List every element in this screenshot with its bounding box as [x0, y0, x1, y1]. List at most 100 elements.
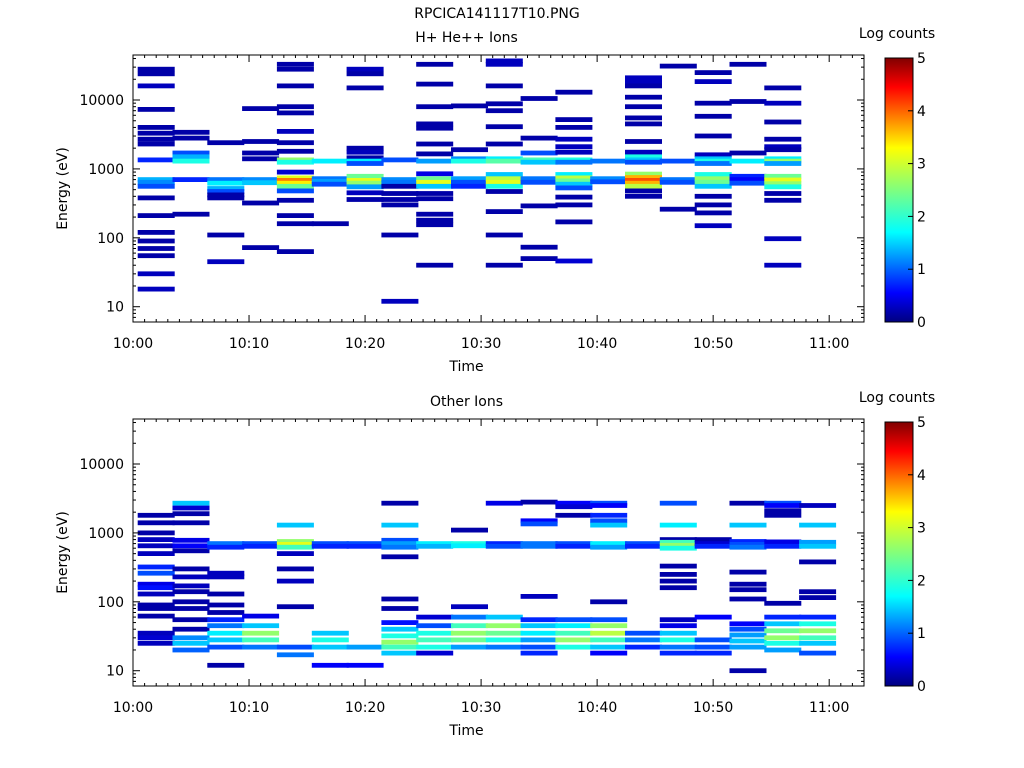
panel2-cell: [346, 662, 384, 668]
panel2-cell: [729, 569, 767, 575]
panel2-cell: [276, 604, 314, 610]
panel1-cell: [137, 125, 175, 130]
panel2-cell: [590, 544, 628, 550]
panel1-cell: [137, 107, 175, 112]
panel1-y-tick-label: 1000: [88, 162, 124, 178]
panel1-cell: [555, 144, 593, 150]
panel2-cell: [659, 542, 697, 548]
panel1-cell: [485, 209, 523, 214]
panel2-cell: [799, 543, 837, 549]
panel1-cell: [764, 147, 802, 153]
panel2-cell: [485, 630, 523, 636]
panel2-cell: [590, 599, 628, 605]
panel2-cell: [799, 614, 837, 620]
panel1-cell: [764, 262, 802, 268]
panel2-cell: [207, 662, 245, 668]
panel2-cell: [137, 640, 175, 646]
panel1-cell: [416, 191, 454, 196]
panel1-cell: [416, 211, 454, 217]
panel2-cell: [311, 541, 349, 546]
panel1-cell: [276, 66, 314, 72]
panel1-cell: [207, 189, 245, 194]
panel1-cell: [555, 89, 593, 95]
panel2-cell: [555, 543, 593, 549]
panel2-cell: [799, 539, 837, 545]
panel2-cell: [659, 650, 697, 656]
panel2-colorbar-tick-label: 5: [917, 415, 926, 431]
panel2-colorbar-gradient: [884, 421, 914, 687]
panel2-cell: [381, 626, 419, 632]
panel1-cell: [729, 173, 767, 179]
panel1-cell: [381, 232, 419, 238]
panel2-cell: [520, 630, 558, 636]
panel1-cell: [137, 66, 175, 72]
panel2-colorbar-tick-label: 3: [917, 521, 926, 537]
panel2-cell: [590, 637, 628, 643]
panel1-cell: [555, 258, 593, 264]
panel2-cell: [451, 637, 488, 643]
panel1-cell: [207, 232, 245, 238]
panel1-title: H+ He++ Ions: [415, 30, 518, 46]
panel1-cell: [451, 176, 488, 182]
panel1-cell: [764, 136, 802, 142]
panel2-cell: [137, 564, 175, 570]
panel1-cell: [694, 172, 732, 177]
panel2-cell: [729, 542, 767, 547]
panel1-cell: [764, 161, 802, 166]
panel2-cell: [137, 537, 175, 542]
panel2-cell: [416, 637, 454, 643]
panel2-x-tick-label: 10:20: [345, 700, 385, 716]
panel1-cell: [485, 141, 523, 147]
panel2-cell: [137, 606, 175, 611]
panel1-cell: [381, 183, 419, 189]
panel2-cell: [729, 638, 767, 644]
panel2-cell: [311, 662, 349, 668]
panel2-cell: [694, 541, 732, 546]
panel1-cell: [137, 195, 175, 201]
panel2-cell: [729, 500, 767, 506]
panel2-cell: [485, 623, 523, 629]
panel2-x-tick-label: 10:30: [461, 700, 501, 716]
panel2-cell: [172, 635, 210, 641]
panel2-x-tick-label: 11:00: [809, 700, 849, 716]
panel2-cell: [764, 512, 802, 518]
panel1-cell: [555, 136, 593, 142]
panel1-cell: [311, 221, 349, 227]
panel1-cell: [555, 178, 593, 184]
panel1-cell: [346, 155, 384, 161]
panel1-x-tick-label: 10:40: [577, 336, 617, 352]
panel2-cell: [416, 541, 454, 546]
panel2-cell: [172, 543, 210, 549]
panel2-colorbar-tick-label: 4: [917, 468, 926, 484]
panel2-cell: [416, 543, 454, 549]
panel1-cell: [555, 185, 593, 191]
panel2-cell: [451, 604, 488, 610]
panel1-cell: [137, 286, 175, 292]
panel2-cell: [520, 543, 558, 549]
panel1-colorbar-tick-label: 2: [917, 209, 926, 225]
panel2-cell: [799, 559, 837, 565]
panel1-cell: [276, 129, 314, 134]
panel2-cell: [590, 512, 628, 518]
panel2-cell: [172, 626, 210, 632]
panel2-cell: [520, 650, 558, 656]
panel2-cell: [485, 500, 523, 506]
panel1-cell: [416, 176, 454, 182]
panel1-cell: [729, 150, 767, 156]
panel2-cell: [276, 644, 314, 650]
panel2-cell: [137, 585, 175, 591]
panel1-cell: [694, 179, 732, 185]
panel1-cell: [346, 71, 384, 77]
panel1-colorbar: Log counts 0 1 2 3 4 5: [859, 26, 935, 331]
panel1-cell: [451, 158, 488, 164]
panel2-cell: [276, 578, 314, 584]
panel2-cell: [485, 543, 523, 549]
panel2-cell: [659, 572, 697, 577]
panel1-cell: [625, 154, 662, 160]
panel1-cell: [416, 61, 454, 67]
panel2-cell: [172, 647, 210, 653]
panel1-cell: [694, 113, 732, 119]
panel1-cell: [242, 245, 280, 250]
panel2-cell: [625, 541, 662, 546]
